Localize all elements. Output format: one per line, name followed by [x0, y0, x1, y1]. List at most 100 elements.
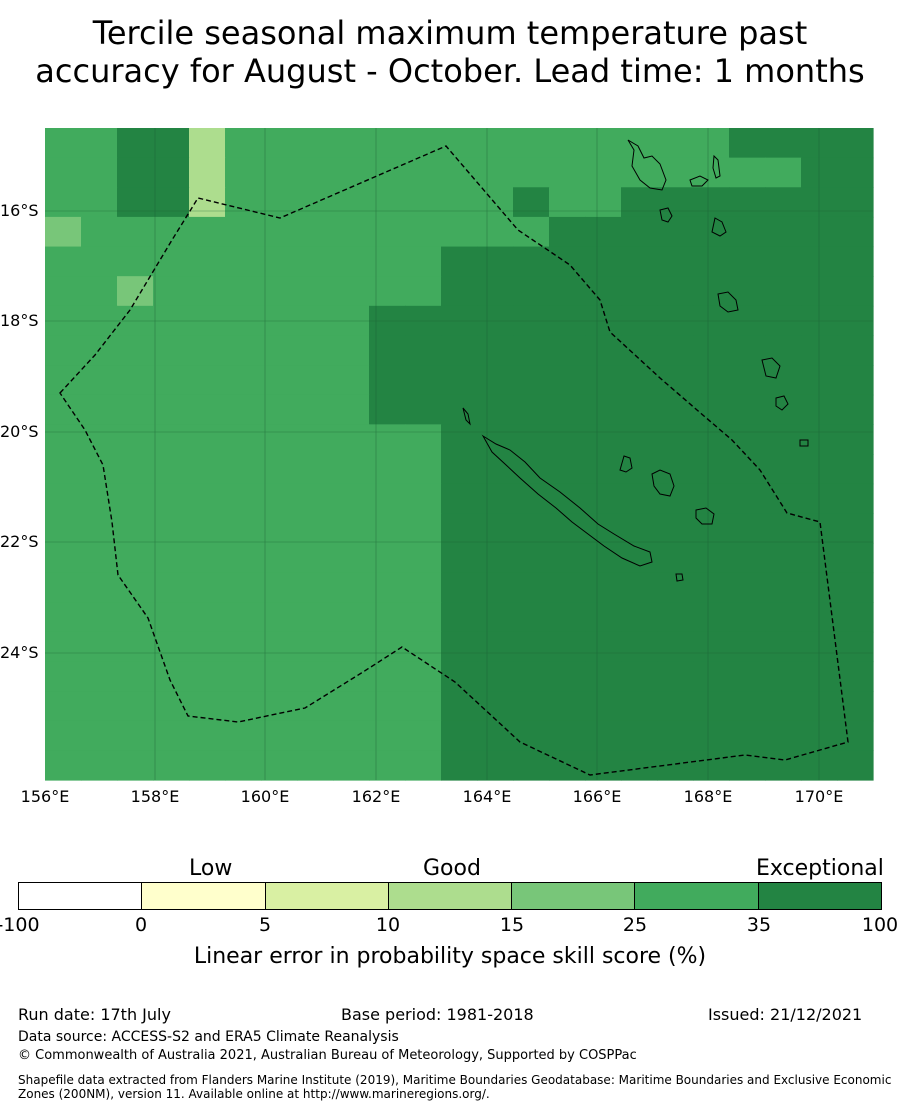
grid-cell — [765, 216, 802, 248]
grid-cell — [549, 365, 586, 396]
grid-cell — [261, 365, 298, 396]
grid-cell — [657, 602, 694, 633]
grid-cell — [333, 631, 370, 663]
grid-cell — [225, 572, 262, 603]
grid-cell — [225, 157, 262, 188]
grid-cell — [477, 572, 514, 603]
tanna-outline — [761, 357, 781, 379]
grid-cell — [657, 454, 694, 485]
grid-cell — [585, 483, 622, 514]
grid-cell — [45, 750, 82, 781]
grid-cell — [837, 750, 874, 781]
grid-cell — [405, 128, 442, 159]
grid-cell — [81, 216, 118, 248]
grid-cell — [621, 424, 658, 455]
grid-cell — [729, 157, 766, 188]
grid-cell — [369, 335, 406, 366]
colorbar-tick: 0 — [134, 914, 148, 936]
grid-cell — [765, 335, 802, 366]
grid-cell — [405, 720, 442, 751]
grid-cell — [189, 750, 226, 781]
grid-cell — [81, 276, 118, 307]
grid-cell — [729, 720, 766, 751]
grid-cell — [333, 542, 370, 574]
grid-cell — [693, 394, 730, 425]
grid-cell — [441, 691, 478, 722]
grid-cell — [189, 157, 226, 188]
grid-cell — [333, 602, 370, 633]
grid-cell — [297, 454, 334, 485]
grid-cell — [729, 542, 766, 574]
grid-cell — [81, 483, 118, 514]
issued-date: Issued: 21/12/2021 — [708, 1005, 863, 1024]
grid-cell — [513, 720, 550, 751]
grid-cell — [81, 691, 118, 722]
grid-cell — [693, 631, 730, 663]
grid-cell — [297, 483, 334, 514]
grid-cell — [189, 276, 226, 307]
grid-cell — [621, 631, 658, 663]
grid-cell — [81, 572, 118, 603]
grid-cell — [693, 542, 730, 574]
grid-cell — [369, 424, 406, 455]
grid-cell — [261, 572, 298, 603]
grid-cell — [729, 424, 766, 455]
grid-cell — [765, 276, 802, 307]
grid-cell — [369, 542, 406, 574]
grid-cell — [261, 276, 298, 307]
grid-cell — [189, 335, 226, 366]
new-caledonia-outline — [481, 434, 653, 567]
grid-cell — [621, 720, 658, 751]
grid-cell — [477, 513, 514, 544]
grid-cell — [441, 750, 478, 781]
grid-cell — [729, 365, 766, 396]
grid-cell — [333, 483, 370, 514]
grid-cell — [369, 394, 406, 425]
grid-cell — [81, 750, 118, 781]
grid-cell — [189, 365, 226, 396]
grid-cell — [477, 157, 514, 188]
grid-cell — [81, 424, 118, 455]
grid-cell — [225, 216, 262, 248]
grid-cell — [117, 394, 154, 425]
grid-cell — [693, 750, 730, 781]
grid-cell — [657, 572, 694, 603]
grid-cell — [225, 365, 262, 396]
grid-cell — [117, 661, 154, 692]
grid-cell — [477, 631, 514, 663]
grid-cell — [621, 661, 658, 692]
grid-cell — [45, 572, 82, 603]
grid-cell — [297, 602, 334, 633]
grid-cell — [657, 661, 694, 692]
grid-cell — [225, 128, 262, 159]
grid-cell — [837, 513, 874, 544]
grid-cell — [693, 424, 730, 455]
grid-cell — [693, 216, 730, 248]
grid-cell — [297, 276, 334, 307]
grid-cell — [441, 365, 478, 396]
grid-cell — [585, 276, 622, 307]
grid-cell — [837, 128, 874, 159]
grid-cell — [441, 572, 478, 603]
grid-cell — [45, 276, 82, 307]
grid-cell — [297, 246, 334, 277]
grid-cell — [549, 750, 586, 781]
grid-cell — [765, 602, 802, 633]
grid-cell — [189, 216, 226, 248]
grid-cell — [261, 720, 298, 751]
grid-cell — [369, 483, 406, 514]
grid-cell — [477, 483, 514, 514]
grid-cell — [45, 187, 82, 218]
grid-cell — [297, 128, 334, 159]
colorbar-heading-low: Low — [189, 856, 233, 881]
colorbar-heading-good: Good — [423, 856, 481, 881]
grid-cell — [441, 335, 478, 366]
colorbar-tick: -100 — [0, 914, 40, 936]
grid-cell — [549, 276, 586, 307]
lon-label-168e: 168°E — [683, 787, 733, 806]
grid-cell — [261, 661, 298, 692]
grid-cell — [765, 691, 802, 722]
grid-cell — [369, 276, 406, 307]
grid-cell — [297, 513, 334, 544]
grid-cell — [261, 394, 298, 425]
